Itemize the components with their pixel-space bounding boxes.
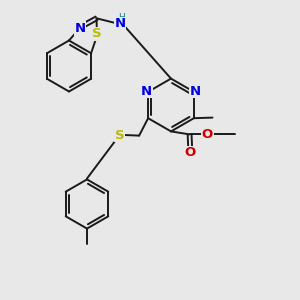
- Text: S: S: [115, 128, 124, 142]
- Text: O: O: [202, 128, 213, 141]
- Text: N: N: [75, 22, 86, 35]
- Text: N: N: [190, 85, 201, 98]
- Text: H: H: [118, 13, 125, 22]
- Text: N: N: [114, 17, 125, 30]
- Text: O: O: [184, 146, 196, 159]
- Text: S: S: [92, 27, 102, 40]
- Text: N: N: [141, 85, 152, 98]
